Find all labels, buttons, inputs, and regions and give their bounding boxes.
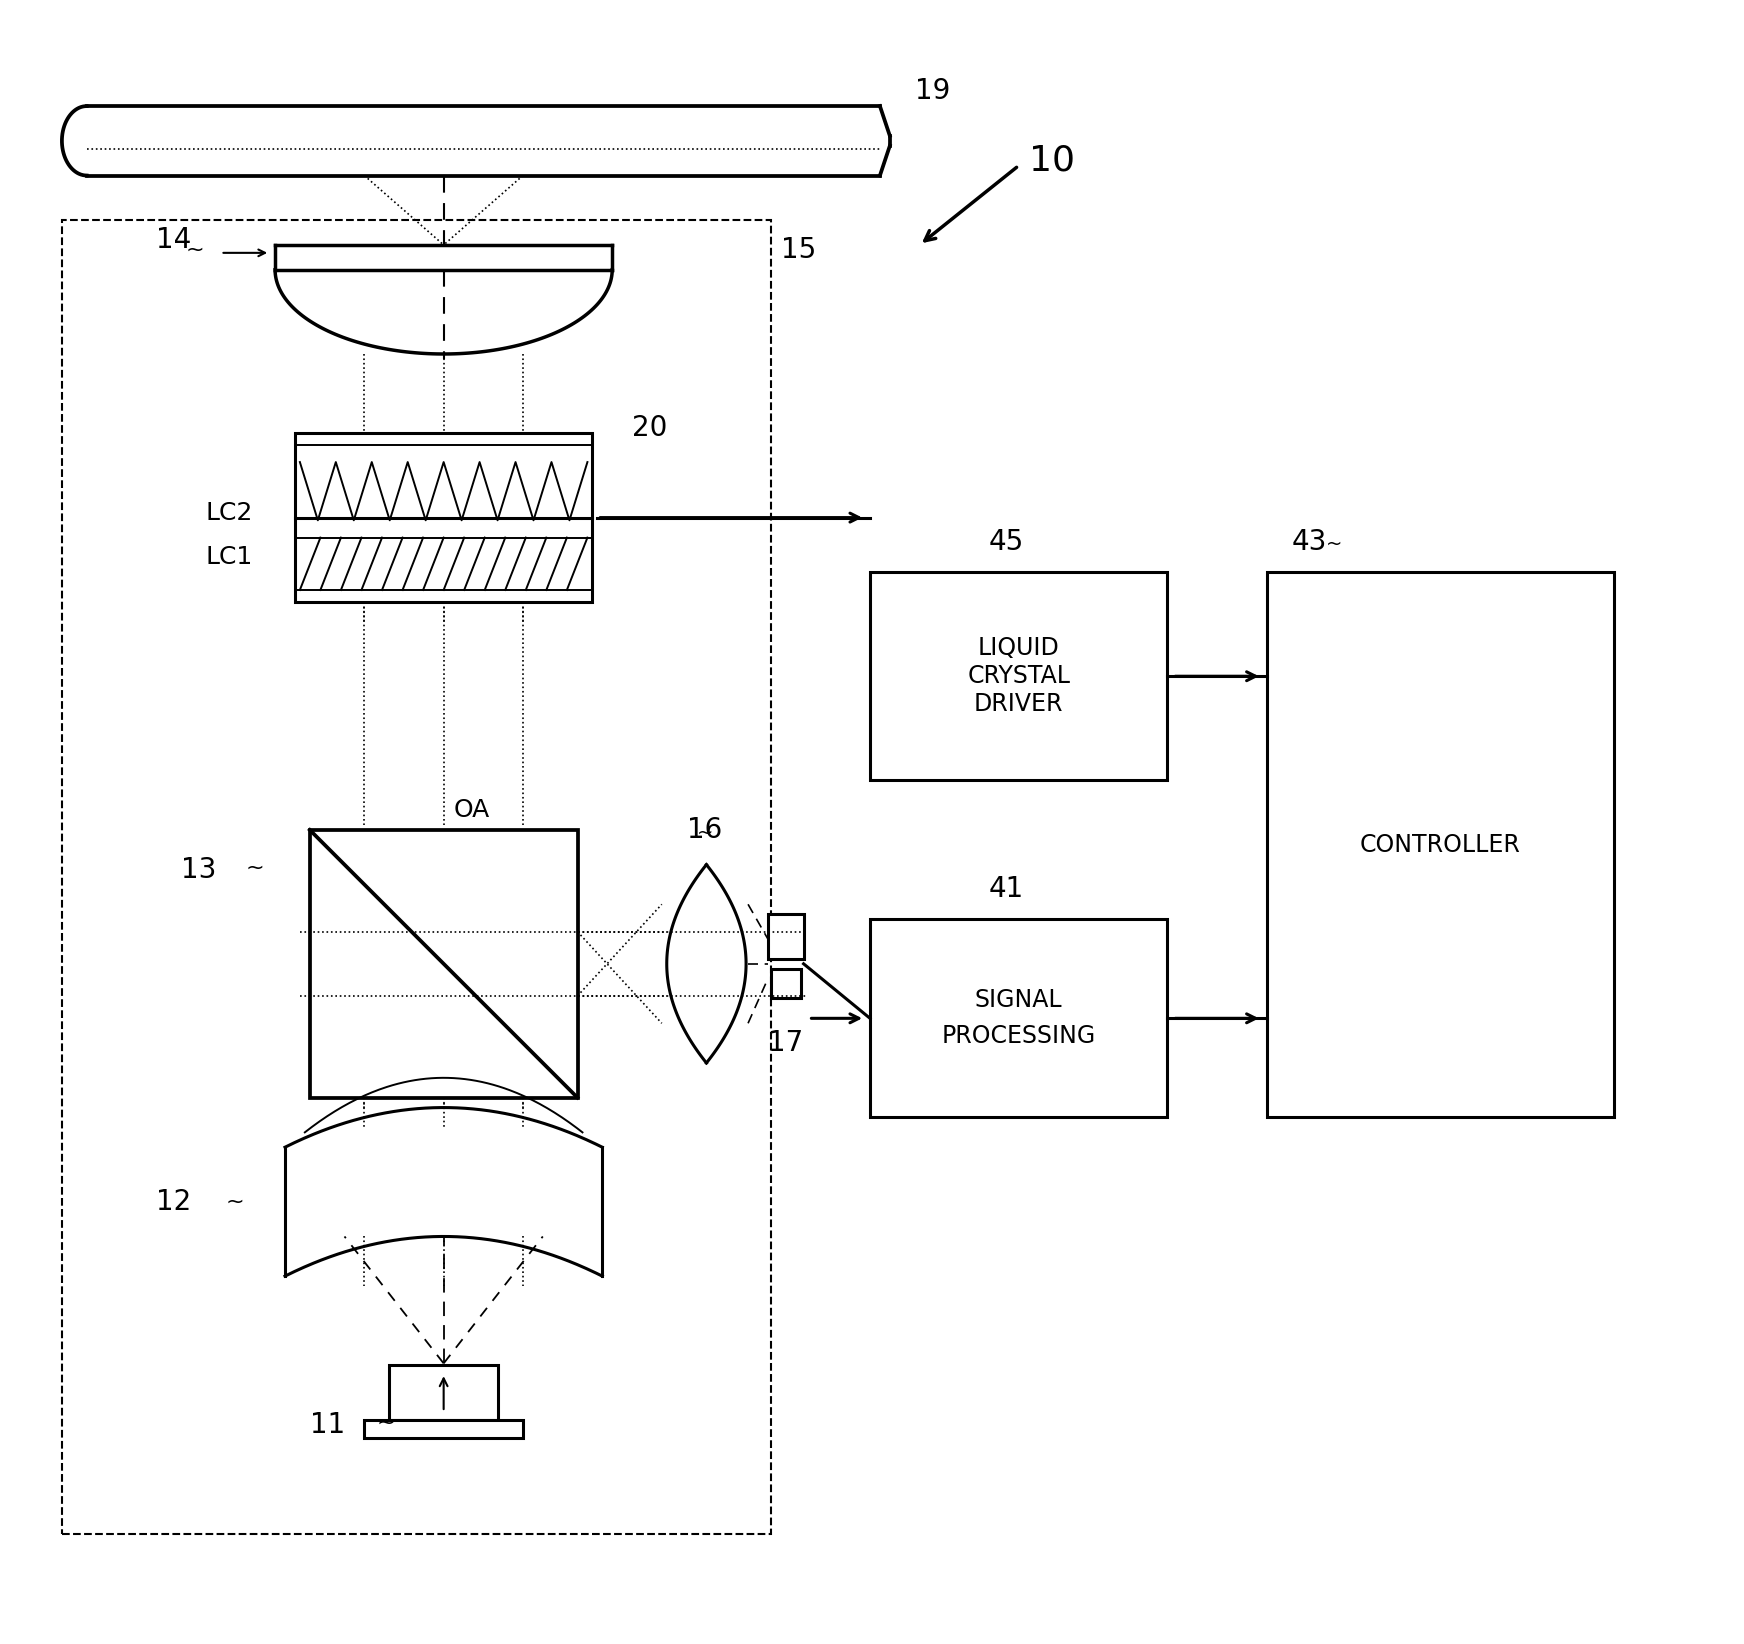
Text: DRIVER: DRIVER (973, 692, 1064, 717)
Text: 20: 20 (631, 414, 668, 442)
Text: 12: 12 (157, 1187, 192, 1217)
Text: LIQUID: LIQUID (978, 636, 1060, 661)
Text: PROCESSING: PROCESSING (942, 1024, 1095, 1049)
Text: 45: 45 (989, 528, 1024, 556)
Text: ~: ~ (377, 1412, 394, 1434)
Text: ~: ~ (187, 240, 204, 260)
Text: LC1: LC1 (206, 546, 253, 569)
Bar (61, 220, 771, 1534)
Text: 10: 10 (1029, 143, 1074, 178)
Text: ~: ~ (225, 1192, 244, 1212)
Bar (310, 830, 577, 1098)
Text: 15: 15 (781, 235, 816, 265)
Text: ~: ~ (696, 824, 713, 842)
Text: 41: 41 (989, 875, 1024, 904)
Text: 14: 14 (157, 225, 192, 253)
Bar (767, 914, 804, 958)
Text: SIGNAL: SIGNAL (975, 988, 1062, 1013)
Text: 17: 17 (767, 1029, 804, 1057)
Bar (389, 1366, 499, 1420)
Bar (295, 434, 593, 602)
Text: 19: 19 (914, 77, 950, 105)
Text: OA: OA (453, 797, 490, 822)
Bar (870, 919, 1167, 1118)
Text: CRYSTAL: CRYSTAL (968, 664, 1071, 689)
Text: 16: 16 (687, 815, 722, 843)
Text: LC2: LC2 (206, 501, 253, 524)
Bar (771, 968, 800, 998)
Text: 13: 13 (181, 855, 216, 883)
Bar (870, 572, 1167, 781)
Text: ~: ~ (246, 858, 263, 878)
Bar (1266, 572, 1613, 1118)
Text: 11: 11 (310, 1411, 345, 1438)
Bar (364, 1420, 523, 1438)
Text: CONTROLLER: CONTROLLER (1360, 834, 1521, 857)
Text: 43: 43 (1291, 528, 1327, 556)
Text: ~: ~ (1325, 534, 1343, 554)
